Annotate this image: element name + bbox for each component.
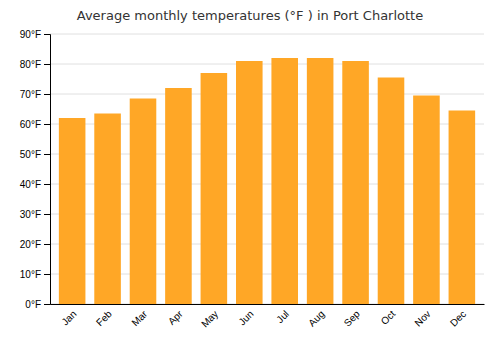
tick-mark (44, 274, 50, 275)
tick-mark (44, 124, 50, 125)
y-axis: 0°F 10°F 20°F 30°F 40°F 50°F 60°F 70°F 80°F 90°F (20, 29, 51, 310)
tick: Jul (274, 308, 291, 325)
title: Average monthly temperatures (°F ) in Po… (77, 8, 423, 23)
bar (307, 58, 334, 304)
tick: Mar (129, 308, 149, 328)
tick: 70°F (20, 89, 50, 100)
tick: 50°F (20, 149, 50, 160)
bar (130, 99, 157, 305)
x-axis: Jan Feb Mar Apr May Jun Jul Aug Sep Oct Nov Dec (51, 305, 485, 330)
axis-line (44, 35, 51, 305)
tick-mark (44, 94, 50, 95)
tick: 90°F (20, 29, 50, 40)
bar (236, 61, 263, 304)
tick: Jun (236, 308, 255, 327)
grid-line (50, 64, 484, 65)
tick-label: Jul (274, 308, 291, 325)
tick-label: Mar (129, 308, 149, 328)
tick-label: 90°F (20, 29, 41, 40)
bar (413, 96, 440, 305)
plot: 0°F 10°F 20°F 30°F 40°F 50°F 60°F 70°F 80°F 90°F J… (20, 29, 485, 330)
bar (201, 73, 228, 304)
tick-label: Jun (236, 308, 255, 327)
tick: 80°F (20, 59, 50, 70)
tick: Oct (379, 308, 398, 327)
tick-label: 70°F (20, 89, 41, 100)
tick-label: Nov (412, 308, 432, 328)
tick-label: Aug (306, 308, 326, 328)
tick-label: 0°F (25, 299, 41, 310)
tick-mark (44, 244, 50, 245)
tick: 40°F (20, 179, 50, 190)
tick-label: 40°F (20, 179, 41, 190)
tick-label: 20°F (20, 239, 41, 250)
tick-label: 60°F (20, 119, 41, 130)
tick-label: Apr (166, 308, 185, 327)
tick: 0°F (25, 299, 50, 310)
tick-label: 30°F (20, 209, 41, 220)
bar (59, 118, 86, 304)
tick: Feb (94, 308, 114, 328)
tick-mark (44, 64, 50, 65)
tick-label: 10°F (20, 269, 41, 280)
bar (378, 78, 405, 305)
bar (449, 111, 476, 305)
tick-label: Dec (448, 308, 468, 328)
tick-label: 50°F (20, 149, 41, 160)
tick: 10°F (20, 269, 50, 280)
tick: 60°F (20, 119, 50, 130)
bar (342, 61, 369, 304)
tick-label: May (199, 308, 220, 329)
tick-mark (44, 154, 50, 155)
chart: Average monthly temperatures (°F ) in Po… (0, 0, 500, 350)
bar (94, 114, 121, 305)
grid-line (50, 34, 484, 35)
axis-line (51, 304, 485, 305)
tick-mark (44, 34, 50, 35)
tick: Aug (306, 308, 326, 328)
tick: Nov (412, 308, 432, 328)
tick: 20°F (20, 239, 50, 250)
bar (165, 88, 192, 304)
tick: Sep (342, 308, 363, 329)
tick-label: Jan (59, 308, 78, 327)
tick-label: Feb (94, 308, 114, 328)
tick-label: 80°F (20, 59, 41, 70)
tick: Jan (59, 308, 78, 327)
tick-mark (44, 214, 50, 215)
tick-label: Oct (379, 308, 398, 327)
tick-label: Sep (342, 308, 363, 329)
tick: 30°F (20, 209, 50, 220)
tick: Apr (166, 308, 185, 327)
tick: Dec (448, 308, 468, 328)
bars (59, 58, 475, 304)
tick-mark (44, 184, 50, 185)
tick-mark (44, 304, 50, 305)
tick: May (199, 308, 220, 329)
grid-line (50, 94, 484, 95)
bar (271, 58, 298, 304)
grid (50, 34, 484, 304)
